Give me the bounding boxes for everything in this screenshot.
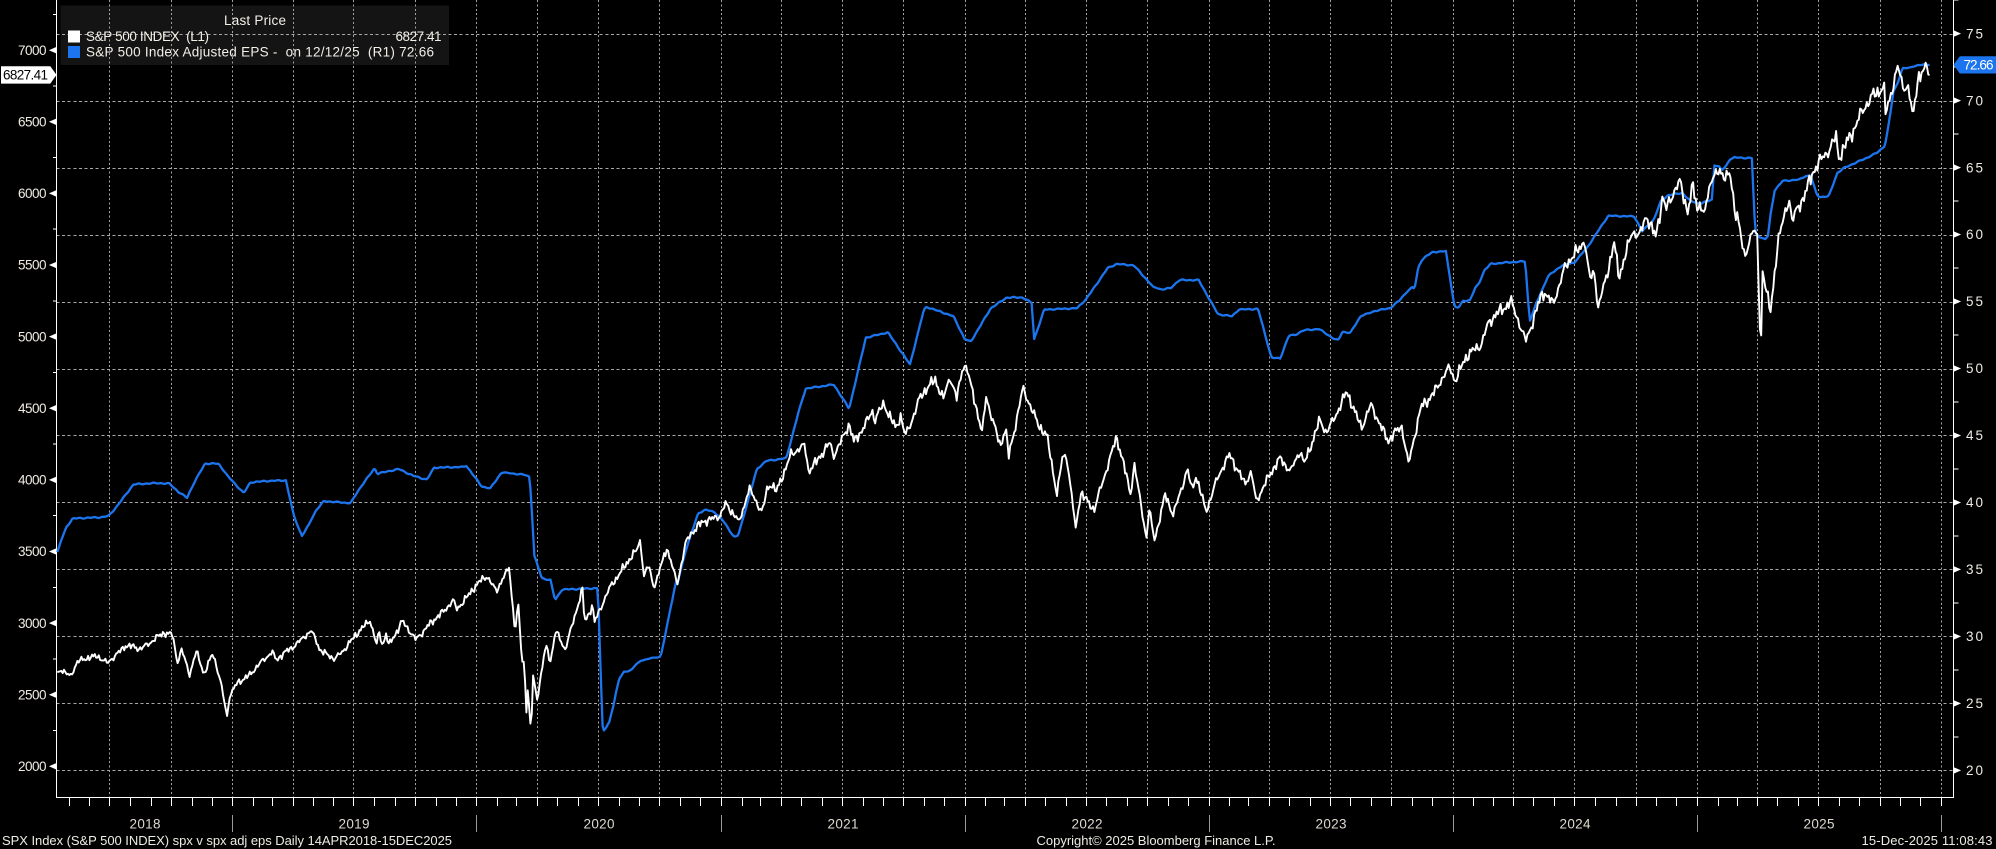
svg-text:4000: 4000 <box>18 473 47 488</box>
svg-text:S&P 500 Index Adjusted EPS -: S&P 500 Index Adjusted EPS - on 12/12/25… <box>86 45 434 60</box>
svg-text:15-Dec-2025 11:08:43: 15-Dec-2025 11:08:43 <box>1862 833 1993 848</box>
svg-text:6000: 6000 <box>18 186 47 201</box>
svg-text:45: 45 <box>1966 428 1983 443</box>
svg-text:2000: 2000 <box>18 759 47 774</box>
svg-text:2022: 2022 <box>1072 817 1103 832</box>
svg-text:75: 75 <box>1966 26 1983 41</box>
svg-text:5000: 5000 <box>18 329 47 344</box>
svg-text:2024: 2024 <box>1560 817 1591 832</box>
svg-text:2025: 2025 <box>1804 817 1835 832</box>
svg-text:2023: 2023 <box>1316 817 1347 832</box>
svg-text:2021: 2021 <box>828 817 859 832</box>
svg-text:65: 65 <box>1966 160 1983 175</box>
svg-text:70: 70 <box>1966 93 1983 108</box>
svg-text:25: 25 <box>1966 696 1983 711</box>
svg-text:2020: 2020 <box>584 817 615 832</box>
svg-text:Copyright© 2025 Bloomberg Fina: Copyright© 2025 Bloomberg Finance L.P. <box>1037 833 1276 848</box>
svg-text:20: 20 <box>1966 763 1983 778</box>
svg-text:5500: 5500 <box>18 258 47 273</box>
svg-text:SPX Index (S&P 500 INDEX) spx: SPX Index (S&P 500 INDEX) spx v spx adj … <box>2 833 452 848</box>
svg-text:3500: 3500 <box>18 544 47 559</box>
svg-text:2019: 2019 <box>339 817 370 832</box>
svg-text:55: 55 <box>1966 294 1983 309</box>
svg-text:6827.41: 6827.41 <box>3 68 48 83</box>
svg-text:2018: 2018 <box>130 817 161 832</box>
svg-text:3000: 3000 <box>18 616 47 631</box>
svg-text:S&P 500 INDEX (L1): S&P 500 INDEX (L1) <box>86 29 209 44</box>
svg-text:6827.41: 6827.41 <box>396 29 442 44</box>
svg-text:Last Price: Last Price <box>224 13 286 28</box>
svg-text:72.66: 72.66 <box>1964 58 1994 73</box>
svg-text:4500: 4500 <box>18 401 47 416</box>
svg-text:7000: 7000 <box>18 43 47 58</box>
svg-text:2500: 2500 <box>18 687 47 702</box>
svg-text:60: 60 <box>1966 227 1983 242</box>
svg-text:50: 50 <box>1966 361 1983 376</box>
svg-text:35: 35 <box>1966 562 1983 577</box>
svg-text:40: 40 <box>1966 495 1983 510</box>
svg-text:6500: 6500 <box>18 115 47 130</box>
svg-text:30: 30 <box>1966 629 1983 644</box>
